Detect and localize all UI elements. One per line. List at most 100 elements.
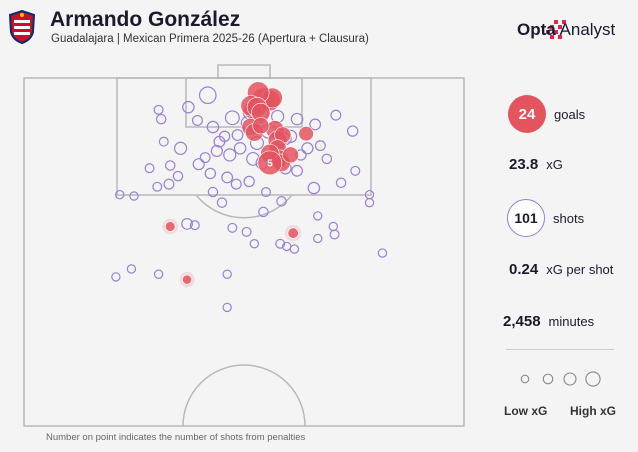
minutes-value: 2,458 <box>503 313 541 330</box>
goal-point <box>165 221 176 232</box>
shot-point <box>204 167 217 180</box>
shot-point <box>172 170 184 182</box>
penalty-box <box>116 77 372 196</box>
shot-point <box>158 136 169 147</box>
shot-point <box>307 181 321 195</box>
shot-point <box>153 269 164 279</box>
brand-light: Analyst <box>559 20 616 39</box>
brand-wordmark: Opta Analyst <box>517 20 615 40</box>
shot-point <box>328 221 338 232</box>
stats-divider <box>506 349 614 350</box>
shot-point <box>330 109 342 121</box>
shot-point <box>129 191 139 201</box>
shot-point <box>216 197 228 208</box>
shot-point <box>199 152 211 164</box>
shot-point <box>243 175 255 188</box>
shot-point <box>321 153 333 165</box>
stat-shots: 101 shots <box>507 199 584 237</box>
footnote: Number on point indicates the number of … <box>46 432 306 443</box>
pitch-lines <box>23 64 465 427</box>
shot-point <box>233 141 247 155</box>
shot-point <box>313 233 323 244</box>
shot-point <box>275 238 286 249</box>
legend-size-circle <box>542 373 554 385</box>
stat-xg: 23.8 xG <box>509 156 563 173</box>
minutes-label: minutes <box>548 314 595 329</box>
shot-point <box>163 178 175 190</box>
shot-point <box>227 222 238 233</box>
shot-point <box>291 164 303 177</box>
legend-low-xg: Low xG <box>504 404 548 418</box>
opta-logo-icon <box>546 20 566 39</box>
shot-point <box>207 186 219 198</box>
brand-bold: Opta <box>517 20 556 39</box>
goal-point <box>282 146 299 164</box>
legend-size-circle <box>585 371 601 387</box>
shot-point <box>231 129 244 141</box>
shot-point <box>335 177 347 189</box>
shot-point <box>115 189 125 200</box>
shot-point <box>164 160 176 171</box>
shot-point <box>364 197 375 208</box>
page-subtitle: Guadalajara | Mexican Primera 2025-26 (A… <box>51 33 369 45</box>
shot-point <box>241 226 252 237</box>
legend-high-xg: High xG <box>570 404 617 418</box>
legend-size-circle <box>520 374 530 384</box>
goal-point <box>298 126 314 142</box>
goals-label: goals <box>554 106 586 122</box>
goal-point <box>257 150 283 176</box>
shot-point <box>346 125 359 137</box>
goals-layer: 5 <box>162 81 314 288</box>
shot-point <box>153 104 164 115</box>
shot-point <box>126 264 137 274</box>
page-title: Armando González <box>50 8 241 31</box>
xg-per-shot-value: 0.24 <box>509 261 539 278</box>
shot-point <box>258 206 269 218</box>
shot-point <box>222 302 232 313</box>
shot-point <box>213 135 226 148</box>
stat-xg-per-shot: 0.24 xG per shot <box>509 261 613 278</box>
shot-point <box>152 181 163 192</box>
goals-value: 24 <box>508 95 546 133</box>
shots-value: 101 <box>507 199 545 237</box>
shot-point <box>249 239 260 249</box>
shot-point <box>314 140 326 152</box>
shot-point <box>276 196 287 207</box>
shot-point <box>189 220 200 231</box>
goal-point <box>287 227 299 239</box>
goal-frame <box>217 64 271 79</box>
shot-point <box>290 112 304 126</box>
shot-point <box>313 211 323 221</box>
penalty-arc <box>195 194 293 219</box>
goal-point <box>252 117 270 135</box>
shot-point <box>210 144 223 158</box>
xg-label: xG <box>546 157 563 172</box>
shot-point <box>223 148 237 162</box>
legend-size-circle <box>563 372 577 386</box>
shot-point <box>173 141 188 155</box>
shot-point <box>224 110 240 126</box>
shot-point <box>155 113 167 125</box>
goal-point <box>182 274 193 285</box>
shot-point <box>191 114 203 126</box>
shot-point <box>377 248 388 258</box>
stat-goals: 24 goals <box>508 95 585 133</box>
shot-point <box>182 100 195 114</box>
shot-point <box>230 178 242 190</box>
shot-point <box>111 272 121 282</box>
penalty-count-label: 5 <box>267 158 273 169</box>
shots-label: shots <box>553 210 585 226</box>
xg-size-legend <box>520 371 601 387</box>
shots-layer <box>111 86 388 313</box>
shot-point <box>221 171 234 184</box>
shot-point <box>260 187 271 198</box>
shot-point <box>144 163 155 174</box>
shot-point <box>289 244 300 254</box>
shot-point <box>206 120 220 134</box>
xg-per-shot-label: xG per shot <box>546 262 614 277</box>
xg-value: 23.8 <box>509 156 539 173</box>
shot-point <box>198 86 217 105</box>
shot-point <box>301 142 314 155</box>
club-crest-icon <box>8 10 36 44</box>
